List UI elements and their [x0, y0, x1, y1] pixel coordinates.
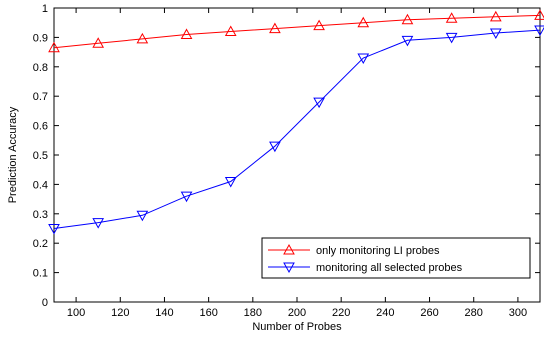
- x-axis-title: Number of Probes: [252, 321, 342, 333]
- data-point-marker: [357, 16, 370, 28]
- tick-layer: 100 120 140 160 180 200 220 240 260 280 300 0 0.1 0.2…: [33, 3, 540, 319]
- data-point-marker: [136, 32, 149, 44]
- x-tick-label: 180: [244, 307, 262, 319]
- data-point-marker: [313, 97, 325, 109]
- series-line-0: [53, 14, 541, 49]
- data-point-marker: [224, 25, 237, 37]
- legend-marker-all-selected: [283, 262, 295, 274]
- x-tick-label: 160: [199, 307, 217, 319]
- data-point-marker: [357, 53, 370, 65]
- data-point-marker: [489, 28, 502, 40]
- data-point-marker: [92, 218, 105, 229]
- legend-label-only-li: only monitoring LI probes: [316, 245, 440, 257]
- legend-marker-only-li: [283, 243, 295, 255]
- data-point-marker: [534, 25, 544, 37]
- y-tick-label: 0.4: [33, 179, 48, 191]
- y-tick-label: 0.8: [33, 62, 48, 74]
- data-point-marker: [180, 191, 193, 203]
- x-tick-label: 300: [509, 307, 527, 319]
- data-point-marker: [136, 210, 149, 222]
- y-tick-label: 0: [42, 297, 48, 309]
- y-tick-label: 1: [42, 3, 48, 15]
- y-tick-label: 0.1: [33, 268, 48, 280]
- data-point-marker: [445, 32, 458, 44]
- x-tick-label: 220: [332, 307, 350, 319]
- data-point-marker: [269, 22, 281, 34]
- data-point-marker: [92, 37, 105, 48]
- y-tick-label: 0.6: [33, 121, 48, 133]
- x-tick-label: 200: [288, 307, 306, 319]
- data-point-marker: [445, 12, 458, 23]
- x-tick-label: 260: [420, 307, 438, 319]
- x-tick-label: 100: [67, 307, 85, 319]
- data-point-marker: [180, 28, 193, 39]
- data-point-marker: [534, 9, 544, 20]
- data-point-marker: [48, 224, 60, 235]
- y-tick-label: 0.2: [33, 238, 48, 250]
- series-line-1: [53, 29, 541, 229]
- legend-label-all-selected: monitoring all selected probes: [316, 262, 463, 274]
- x-tick-label: 120: [111, 307, 129, 319]
- y-tick-label: 0.7: [33, 91, 48, 103]
- x-tick-label: 280: [465, 307, 483, 319]
- y-tick-label: 0.9: [33, 32, 48, 44]
- y-axis-title: Prediction Accuracy: [7, 106, 19, 203]
- legend-box: [261, 237, 531, 279]
- data-point-marker: [489, 10, 502, 22]
- data-point-marker: [313, 19, 325, 31]
- series-layer: [48, 9, 544, 235]
- data-point-marker: [224, 176, 237, 188]
- x-tick-label: 240: [376, 307, 394, 319]
- y-tick-label: 0.5: [33, 150, 48, 162]
- data-point-marker: [401, 35, 414, 47]
- y-tick-label: 0.3: [33, 209, 48, 221]
- data-point-marker: [48, 41, 60, 53]
- legend-entry-all-selected: monitoring all selected probes: [268, 262, 463, 274]
- legend: only monitoring LI probes monitoring all…: [261, 237, 531, 279]
- legend-entry-only-li: only monitoring LI probes: [268, 243, 440, 257]
- data-point-marker: [401, 13, 414, 25]
- x-tick-label: 140: [155, 307, 173, 319]
- data-point-marker: [269, 141, 281, 153]
